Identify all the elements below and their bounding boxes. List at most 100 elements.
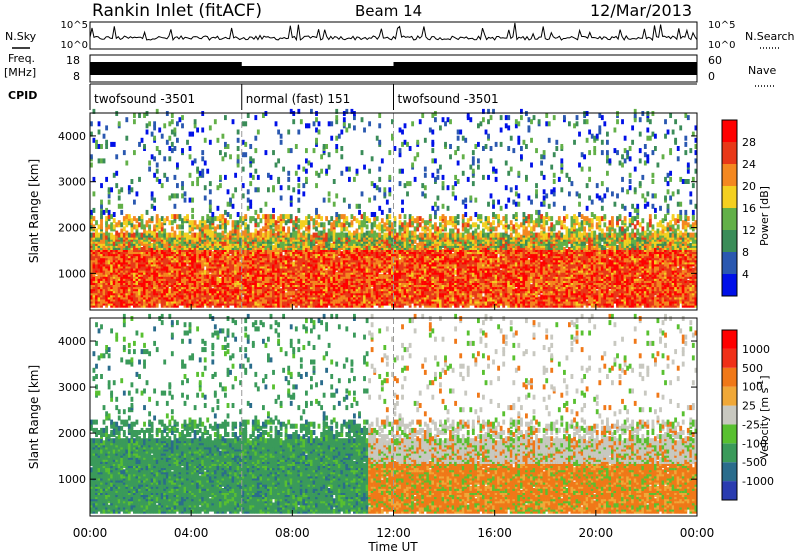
range-cell xyxy=(174,193,177,198)
range-cell xyxy=(399,181,402,186)
range-cell xyxy=(267,214,270,219)
range-cell xyxy=(371,212,374,217)
freq-gap xyxy=(242,62,394,66)
range-cell xyxy=(153,136,156,141)
range-cell xyxy=(345,226,348,231)
range-cell xyxy=(232,204,235,209)
range-cell xyxy=(404,123,407,128)
freq-unit: [MHz] xyxy=(4,66,36,79)
range-cell xyxy=(318,130,321,135)
range-cell xyxy=(371,222,374,227)
range-cell xyxy=(222,214,225,219)
range-cell xyxy=(222,134,225,139)
range-cell xyxy=(151,243,154,248)
nsky-tick-bottom: 10^0 xyxy=(61,40,88,51)
range-cell xyxy=(247,224,250,229)
range-cell xyxy=(171,226,174,231)
range-cell xyxy=(103,210,106,215)
range-cell xyxy=(153,224,156,229)
range-cell xyxy=(133,150,136,155)
range-cell xyxy=(325,169,328,174)
range-cell xyxy=(168,288,171,293)
range-cell xyxy=(113,235,116,240)
range-cell xyxy=(98,224,101,229)
range-cell xyxy=(93,208,96,213)
cpid-segment-label: twofsound -3501 xyxy=(398,92,499,106)
range-cell xyxy=(209,140,212,145)
range-cell xyxy=(406,142,409,147)
range-cell xyxy=(146,220,149,225)
range-cell xyxy=(153,173,156,178)
range-cell xyxy=(131,218,134,223)
range-cell xyxy=(305,158,308,163)
range-cell xyxy=(209,200,212,205)
range-cell xyxy=(123,226,126,231)
range-cell xyxy=(168,196,171,201)
range-cell xyxy=(399,259,402,264)
range-cell xyxy=(224,152,227,157)
range-cell xyxy=(219,233,222,238)
range-cell xyxy=(328,121,331,126)
range-cell xyxy=(171,220,174,225)
nsearch-label: N.Search xyxy=(745,30,795,43)
range-cell xyxy=(100,183,103,188)
range-cell xyxy=(118,204,121,209)
range-cell xyxy=(123,216,126,221)
range-cell xyxy=(411,121,414,126)
range-cell xyxy=(348,231,351,236)
range-cell xyxy=(411,216,414,221)
range-cell xyxy=(113,212,116,217)
range-cell xyxy=(209,189,212,194)
nsky-line xyxy=(90,23,697,40)
range-cell xyxy=(297,224,300,229)
range-cell xyxy=(335,115,338,120)
range-cell xyxy=(378,140,381,145)
range-cell xyxy=(156,163,159,168)
range-cell xyxy=(136,224,139,229)
range-cell xyxy=(260,218,263,223)
range-cell xyxy=(335,136,338,141)
range-cell xyxy=(108,233,111,238)
range-cell xyxy=(171,142,174,147)
range-cell xyxy=(120,204,123,209)
range-cell xyxy=(386,274,389,279)
range-cell xyxy=(285,233,288,238)
range-cell xyxy=(217,206,220,211)
range-cell xyxy=(125,231,128,236)
range-cell xyxy=(290,233,293,238)
range-cell xyxy=(338,214,341,219)
range-cell xyxy=(237,154,240,159)
range-cell xyxy=(222,156,225,161)
range-cell xyxy=(358,220,361,225)
range-cell xyxy=(174,128,177,133)
range-cell xyxy=(386,200,389,205)
range-cell xyxy=(290,214,293,219)
range-cell xyxy=(411,163,414,168)
range-cell xyxy=(174,214,177,219)
range-cell xyxy=(244,152,247,157)
range-cell xyxy=(103,134,106,139)
range-cell xyxy=(95,140,98,145)
range-cell xyxy=(217,216,220,221)
range-cell xyxy=(277,216,280,221)
cpid-segment-label: normal (fast) 151 xyxy=(246,92,350,106)
range-cell xyxy=(363,128,366,133)
range-cell xyxy=(158,231,161,236)
range-cell xyxy=(295,216,298,221)
range-cell xyxy=(168,220,171,225)
range-cell xyxy=(176,235,179,240)
range-cell xyxy=(219,175,222,180)
range-cell xyxy=(118,233,121,238)
range-cell xyxy=(174,146,177,151)
range-cell xyxy=(171,233,174,238)
range-cell xyxy=(272,185,275,190)
range-cell xyxy=(196,233,199,238)
range-cell xyxy=(201,156,204,161)
range-cell xyxy=(115,222,118,227)
range-cell xyxy=(237,212,240,217)
range-cell xyxy=(108,187,111,192)
range-cell xyxy=(287,214,290,219)
range-cell xyxy=(378,167,381,172)
range-cell xyxy=(98,233,101,238)
range-cell xyxy=(272,150,275,155)
